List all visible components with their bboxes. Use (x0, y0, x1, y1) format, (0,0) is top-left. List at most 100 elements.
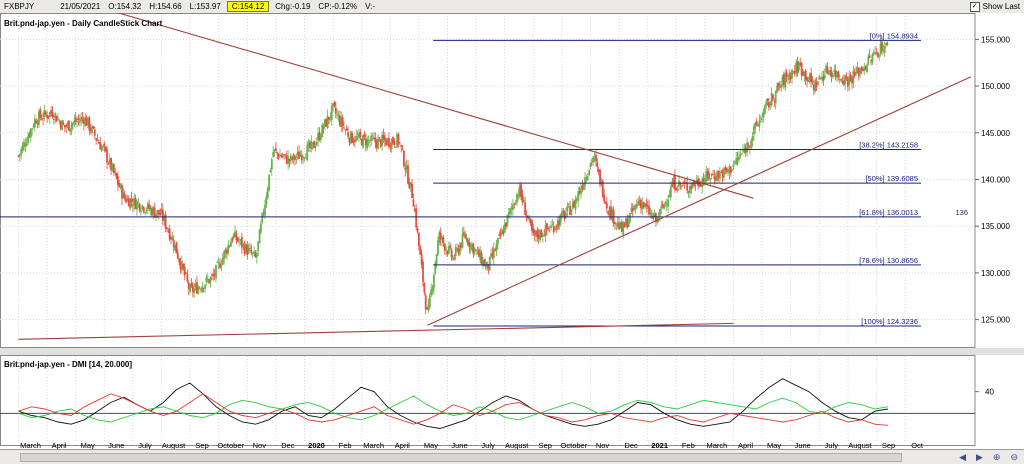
candle-body (197, 287, 200, 294)
zoom-out-icon[interactable]: ⊖ (1010, 452, 1018, 462)
scrollbar-thumb[interactable] (20, 453, 902, 462)
candle-body (758, 120, 761, 127)
candle-body (724, 167, 727, 171)
candle-body (183, 267, 186, 276)
candle-body (644, 203, 646, 208)
candle-body (223, 251, 226, 260)
candle-body (721, 170, 724, 179)
candle-body (571, 202, 574, 209)
scroll-right-icon[interactable]: ▶ (975, 452, 983, 462)
candle-body (74, 117, 77, 123)
candle-body (257, 241, 260, 251)
candle-body (863, 67, 866, 71)
candle-body (269, 170, 272, 173)
candle-body (326, 115, 329, 129)
candle-body (567, 204, 570, 206)
candle-body (762, 111, 765, 118)
candle-body (878, 55, 881, 57)
candle-body (163, 216, 166, 222)
candle-body (427, 304, 430, 311)
candle-body (144, 212, 147, 213)
candle-body (89, 128, 92, 132)
candle-body (216, 262, 219, 264)
candle-body (304, 157, 307, 159)
candle-body (432, 274, 435, 289)
candle-body (492, 248, 495, 259)
candle-body (368, 141, 371, 143)
candle-body (776, 85, 778, 93)
candle-body (77, 118, 80, 120)
candle-body (231, 238, 234, 241)
candle-body (370, 135, 373, 142)
candle-body (221, 257, 224, 265)
candle-body (456, 247, 458, 249)
candle-body (70, 124, 73, 130)
candle-body (378, 137, 381, 139)
dmi-series-di (18, 395, 888, 423)
candle-body (239, 239, 242, 241)
candle-body (499, 232, 502, 236)
candle-body (24, 144, 27, 146)
candle-body (367, 140, 370, 141)
chart-area[interactable]: [0%] 154.8934 [38.2%] 143.2158 [50%] 139.6… (0, 13, 1024, 449)
candle-body (281, 156, 284, 158)
candle-body (268, 174, 270, 191)
candle-body (82, 119, 85, 124)
candle-body (125, 198, 127, 203)
candle-body (717, 171, 720, 178)
candle-body (379, 139, 382, 147)
candle-body (40, 119, 43, 121)
price-axis-label: 130.000 (981, 269, 1010, 278)
open-value: O:154.32 (108, 1, 142, 11)
horizontal-scrollbar[interactable]: ◀ ▶ ⊕ ⊖ (0, 449, 1024, 464)
candle-body (661, 204, 664, 208)
trend-line (18, 322, 734, 340)
candle-body (159, 213, 162, 216)
candle-body (886, 42, 889, 45)
candle-body (859, 69, 862, 74)
zoom-in-icon[interactable]: ⊕ (992, 452, 1001, 462)
time-axis-label: April (52, 441, 67, 449)
fibonacci-edge-label: 136 (955, 208, 968, 217)
candle-body (535, 231, 537, 237)
candle-body (416, 228, 419, 232)
candle-body (757, 124, 759, 126)
candle-body (273, 149, 276, 151)
candle-body (322, 127, 325, 129)
show-last-checkbox[interactable]: ✓ (969, 1, 980, 12)
time-axis-label: Oct (911, 441, 924, 449)
candle-body (212, 274, 215, 277)
candle-body (509, 208, 512, 214)
candle-body (589, 163, 592, 168)
close-value: C:154.12 (226, 1, 270, 12)
candle-body (853, 71, 856, 76)
time-axis-label: May (424, 441, 438, 449)
scroll-left-icon[interactable]: ◀ (959, 452, 966, 462)
candle-body (453, 258, 456, 259)
candle-body (171, 237, 174, 240)
time-axis-label: August (162, 441, 186, 449)
candle-body (133, 197, 136, 205)
price-axis-label: 140.000 (981, 176, 1010, 185)
candle-body (186, 274, 189, 282)
candle-body (96, 139, 99, 141)
candle-body (217, 261, 220, 264)
candle-body (566, 205, 569, 211)
candle-body (364, 138, 367, 146)
candle-body (842, 80, 845, 85)
candle-body (343, 127, 345, 129)
candle-body (313, 141, 315, 149)
price-chart-title: Brit.pnd-jap.yen - Daily CandleStick Cha… (4, 19, 163, 28)
candle-body (744, 147, 747, 154)
candle-body (329, 117, 332, 119)
candle-body (458, 245, 461, 255)
candle-body (747, 144, 750, 146)
candle-body (328, 117, 330, 120)
candle-body (246, 245, 249, 255)
candle-body (176, 253, 179, 259)
candle-body (283, 154, 285, 156)
candle-body (541, 235, 544, 237)
candle-body (205, 277, 208, 283)
fibonacci-label: [78.6%] 130.8656 (859, 256, 918, 265)
candle-body (751, 136, 754, 141)
